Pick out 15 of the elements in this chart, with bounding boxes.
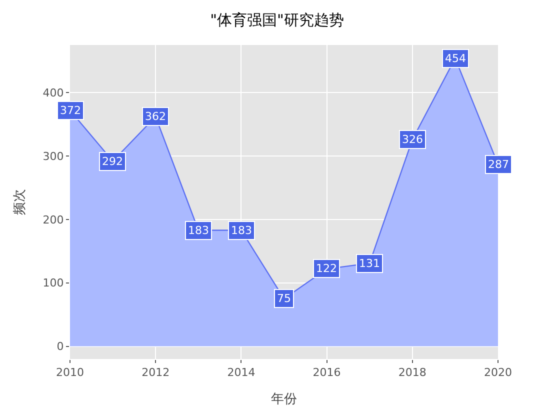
y-tick-label: 100 (42, 276, 64, 290)
y-tick-label: 400 (42, 86, 64, 100)
x-tick-label: 2020 (484, 366, 512, 380)
x-tick-label: 2014 (227, 366, 256, 380)
y-tick-label: 200 (42, 213, 64, 226)
x-tick-label: 2012 (142, 366, 170, 380)
data-label: 75 (277, 292, 291, 305)
y-axis-title: 频次 (12, 189, 28, 215)
y-tick-label: 300 (42, 150, 64, 163)
x-axis-title: 年份 (271, 392, 297, 407)
y-tick-label: 0 (56, 340, 64, 354)
x-tick-label: 2018 (398, 366, 426, 380)
x-tick-label: 2016 (312, 366, 341, 380)
chart-title: "体育强国"研究趋势 (210, 11, 344, 30)
x-tick-label: 2010 (56, 366, 84, 380)
